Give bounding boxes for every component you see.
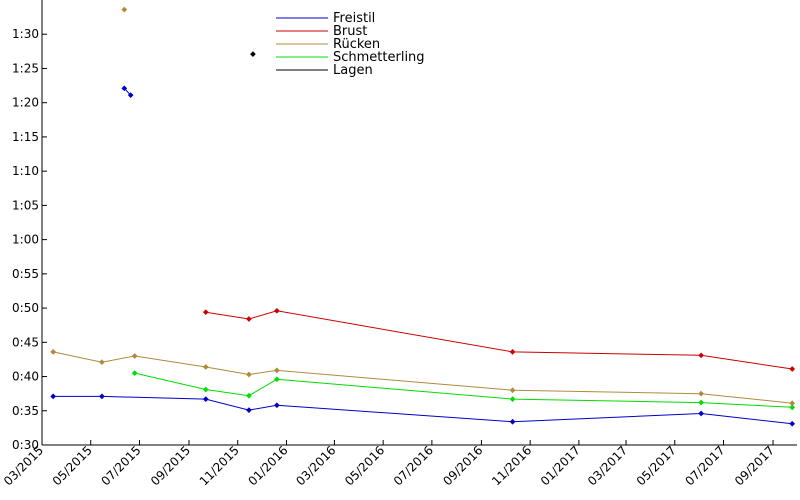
y-tick-label: 0:35 [12, 404, 39, 418]
legend-label: Brust [333, 24, 367, 39]
y-tick-label: 1:15 [12, 130, 39, 144]
x-tick-label: 01/2017 [538, 443, 583, 488]
data-point [250, 51, 256, 57]
data-point [698, 399, 704, 406]
x-tick-label: 07/2017 [682, 443, 727, 488]
data-point [789, 404, 796, 411]
series-line [205, 310, 793, 370]
y-tick-label: 1:10 [12, 164, 39, 178]
data-point [274, 376, 280, 383]
legend-label: Lagen [333, 63, 373, 78]
data-point [698, 410, 704, 417]
data-point [131, 370, 138, 376]
x-tick-label: 05/2017 [634, 443, 679, 488]
data-point [274, 367, 280, 374]
data-point [202, 309, 209, 316]
series-schmetterling [131, 370, 796, 411]
data-point [202, 386, 209, 393]
data-point [246, 407, 252, 413]
x-tick-label: 05/2015 [50, 443, 95, 488]
data-point [698, 352, 704, 359]
data-point [509, 387, 516, 394]
y-tick-label: 0:45 [12, 335, 39, 349]
data-point [246, 371, 252, 378]
x-tick-label: 07/2016 [391, 443, 436, 488]
data-point [121, 6, 128, 13]
data-point [274, 307, 280, 314]
y-tick-label: 0:30 [12, 438, 39, 452]
data-point [509, 349, 516, 355]
legend-label: Rücken [333, 37, 380, 52]
series-freistil [50, 85, 796, 427]
y-tick-label: 1:20 [12, 96, 39, 110]
data-point [698, 390, 704, 397]
y-tick-label: 1:25 [12, 61, 39, 75]
x-tick-label: 07/2015 [98, 443, 143, 488]
x-tick-label: 05/2016 [342, 443, 387, 488]
data-point [246, 392, 252, 399]
data-point [50, 349, 57, 355]
data-point [202, 396, 209, 402]
y-tick-label: 1:00 [12, 233, 39, 247]
series-line [53, 395, 793, 425]
series-rücken [50, 6, 796, 407]
series-layer [50, 6, 796, 427]
data-point [789, 366, 796, 372]
x-tick-label: 09/2017 [732, 443, 777, 488]
legend-label: Schmetterling [333, 50, 425, 65]
data-point [121, 85, 128, 92]
data-point [246, 316, 252, 322]
x-tick-label: 03/2016 [293, 443, 338, 488]
y-tick-label: 1:30 [12, 27, 39, 41]
series-lagen [250, 51, 256, 57]
series-line [53, 351, 793, 404]
x-tick-label: 01/2016 [245, 443, 290, 488]
y-tick-label: 0:40 [12, 370, 39, 384]
data-point [274, 402, 280, 409]
data-point [202, 364, 209, 370]
axes: 0:30 0:35 0:40 0:45 0:50 0:55 1:00 1:05 1:10 1:15… [1, 0, 797, 488]
data-point [50, 393, 57, 400]
x-tick-label: 09/2015 [148, 443, 193, 488]
data-point [131, 353, 138, 359]
data-point [99, 393, 105, 400]
x-tick-label: 03/2017 [585, 443, 630, 488]
data-point [127, 92, 134, 99]
x-tick-label: 09/2016 [440, 443, 485, 488]
data-point [509, 418, 516, 425]
series-line [134, 372, 793, 408]
legend-label: Freistil [333, 11, 375, 26]
y-tick-label: 0:50 [12, 301, 39, 315]
data-point [789, 420, 796, 427]
data-point [509, 396, 516, 402]
data-point [99, 359, 105, 366]
series-brust [202, 307, 796, 372]
y-tick-label: 0:55 [12, 267, 39, 281]
x-tick-label: 11/2016 [489, 443, 534, 488]
y-tick-label: 1:05 [12, 198, 39, 212]
x-tick-label: 11/2015 [197, 443, 242, 488]
